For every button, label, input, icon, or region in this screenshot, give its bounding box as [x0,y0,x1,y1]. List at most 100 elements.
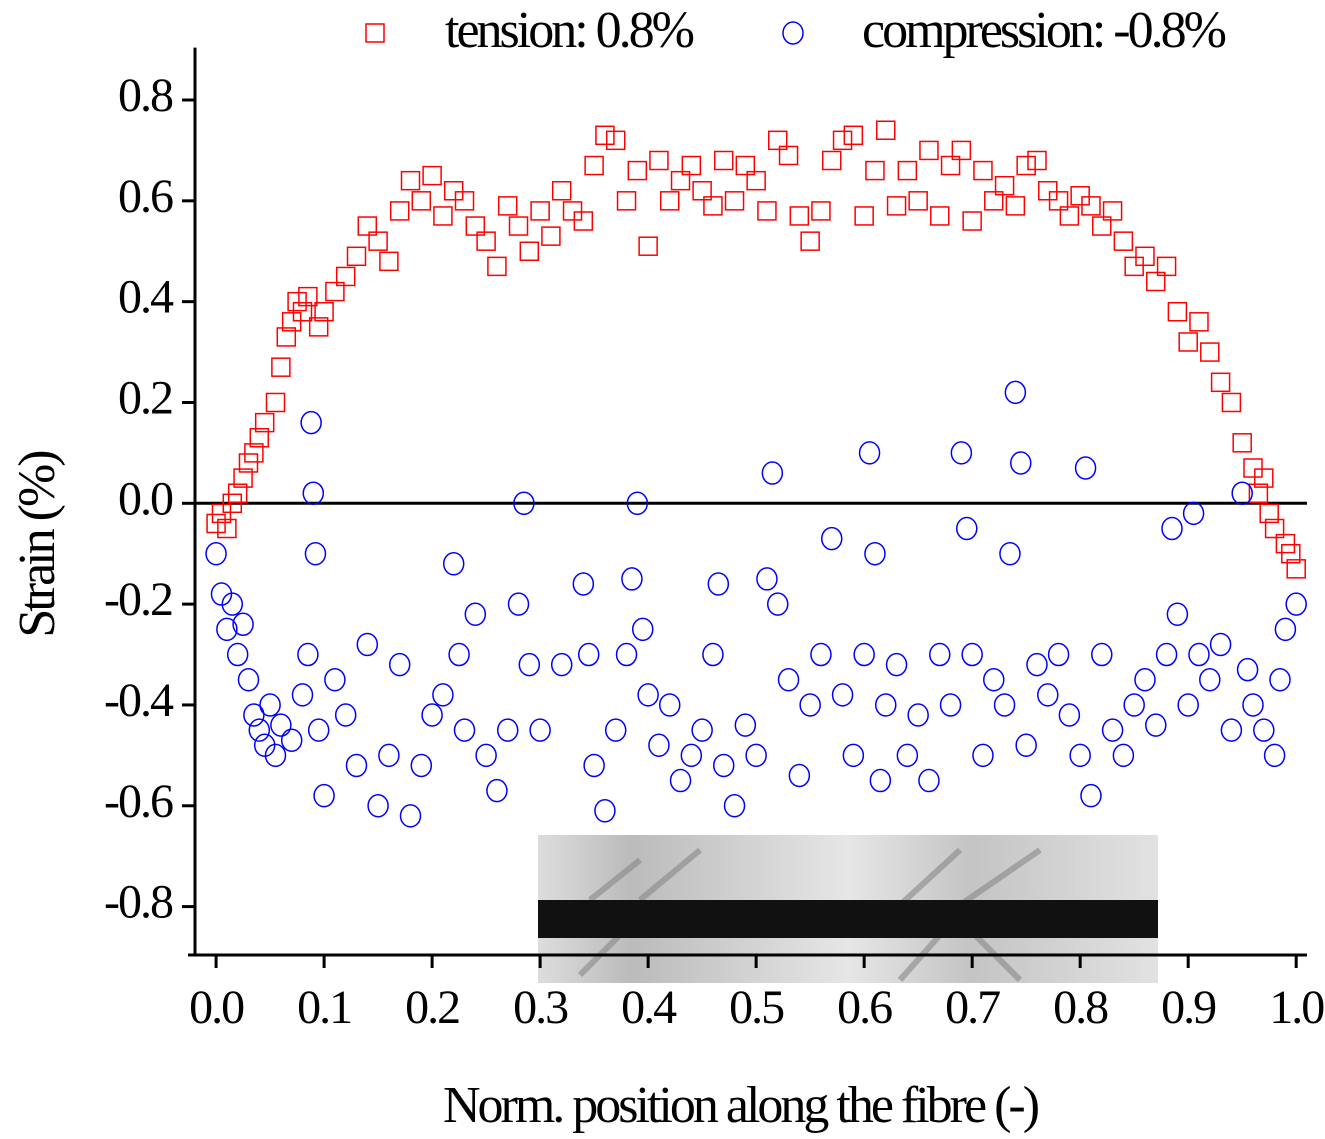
y-axis-title: Strain (%) [9,451,66,638]
data-point [723,794,746,818]
data-point [1145,713,1167,737]
data-point [930,206,950,226]
data-point [572,572,595,596]
data-point [551,181,572,201]
data-point [777,667,800,692]
legend-marker [782,21,804,45]
data-point [680,743,703,768]
data-point [1200,342,1220,362]
data-point [637,683,659,707]
data-point [422,165,442,186]
data-point [254,412,275,433]
y-tick-label: 0.2 [118,371,172,424]
data-point [433,206,453,226]
data-point [972,743,994,768]
data-point [973,160,993,181]
data-point [1274,617,1297,642]
data-point [281,312,302,332]
data-point [658,693,681,717]
x-tick-label: 0.4 [621,981,677,1034]
data-point [1259,503,1279,524]
x-tick-label: 0.5 [729,981,784,1034]
data-point [541,226,561,246]
data-point [211,503,232,524]
data-point [280,728,303,752]
data-point [1048,191,1069,211]
data-point [1134,667,1156,692]
data-point [507,592,530,616]
data-point [583,753,605,778]
data-point [1248,483,1269,503]
legend-label: tension: 0.8% [445,2,694,59]
data-point [919,140,939,161]
data-point [1092,216,1112,236]
data-point [853,642,875,667]
data-point [227,483,248,503]
data-point [1210,372,1231,393]
data-point [713,150,734,171]
data-point [865,160,885,181]
data-point [454,191,475,211]
data-point [308,317,329,337]
data-point [648,733,670,758]
y-tick-label: -0.8 [104,876,173,929]
data-point [842,743,865,768]
data-point [367,794,389,818]
data-point [243,703,265,727]
data-point [1113,231,1134,251]
data-point [638,236,658,256]
data-point [249,428,270,448]
data-point [1188,642,1210,667]
data-point [1038,181,1058,201]
data-point [1091,642,1113,667]
data-point [983,667,1005,692]
data-point [869,768,892,793]
data-point [1081,196,1101,216]
data-point [237,667,260,692]
data-point [519,241,540,261]
data-point [297,642,319,667]
data-point [497,196,518,216]
data-point [334,703,357,727]
data-point [858,441,881,465]
data-point [443,181,464,201]
data-point [745,743,767,768]
data-point [1026,652,1048,677]
data-point [232,612,254,637]
data-point [1281,543,1301,564]
y-tick-label: -0.4 [104,674,174,727]
data-point [961,642,983,667]
data-point [691,718,713,742]
data-point [616,191,637,211]
data-point [1015,733,1037,758]
data-point [896,743,919,768]
data-point [724,191,745,211]
data-point [300,410,322,435]
data-point [378,743,400,768]
data-point [550,652,573,677]
data-point [421,703,443,727]
data-point [854,206,874,226]
data-point [476,231,496,251]
data-point [821,150,842,171]
data-point [962,211,982,231]
data-point [205,541,227,566]
x-tick-label: 0.9 [1161,981,1216,1034]
data-point [993,693,1016,717]
data-point [1236,657,1259,682]
data-point [908,191,928,211]
data-point [1123,693,1145,717]
data-point [1058,703,1081,727]
data-point [291,683,314,707]
data-point [244,443,264,463]
data-point [265,392,286,413]
data-point [799,693,821,717]
data-point [276,327,297,347]
data-point [615,642,638,667]
data-point [1102,201,1123,221]
data-point [388,652,411,677]
data-point [1074,456,1097,480]
data-point [411,191,432,211]
x-tick-label: 0.0 [189,981,244,1034]
